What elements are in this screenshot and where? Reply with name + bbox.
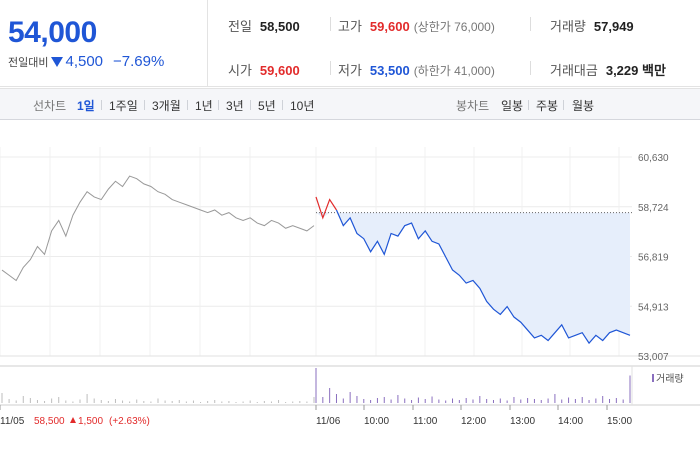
candle-chart-label: 봉차트 (456, 99, 490, 113)
divider (528, 100, 529, 110)
divider (530, 61, 531, 75)
volume-legend-label: 거래량 (656, 373, 684, 385)
period-3y-button[interactable]: 3년 (226, 99, 244, 113)
x-tick-label: 12:00 (461, 416, 486, 427)
divider (330, 17, 331, 31)
change-label: 전일대비 (8, 56, 49, 69)
trade-amount-label: 거래대금 (550, 63, 598, 78)
trade-amount-value: 3,229 백만 (605, 63, 666, 78)
change-value: 4,500 (65, 53, 104, 70)
change-percent: −7.69% (113, 53, 165, 70)
trade-amount-stat: 거래대금 3,229 백만 (550, 60, 666, 79)
x-tick-label: 15:00 (607, 416, 632, 427)
current-price: 54,000 (8, 16, 97, 49)
x-tick-label: 11/06 (316, 416, 341, 427)
price-chart[interactable]: 60,630 58,724 56,819 54,913 53,007 거래량 11/05 11… (0, 120, 700, 450)
x-tick-label: 10:00 (364, 416, 389, 427)
current-price-box: 54,000 전일대비 4,500 −7.69% (0, 0, 208, 87)
divider (218, 100, 219, 110)
y-tick-label: 58,724 (638, 203, 669, 214)
upper-limit: (상한가 76,000) (413, 20, 495, 34)
period-toolbar: 선차트 1일 1주일 3개월 1년 3년 5년 10년 봉차트 일봉 주봉 월봉 (0, 88, 700, 120)
below-prev-close-fill (316, 212, 630, 344)
candle-daily-button[interactable]: 일봉 (501, 99, 524, 113)
divider (330, 61, 331, 75)
low-stat: 저가 53,500 (하한가 41,000) (338, 60, 495, 79)
volume-label: 거래량 (550, 19, 586, 34)
x-tick-label: 14:00 (558, 416, 583, 427)
high-value: 59,600 (369, 19, 410, 34)
x-tick-label: 11/05 (0, 416, 25, 427)
open-value: 59,600 (259, 63, 300, 78)
open-label: 시가 (228, 63, 252, 78)
prev-close-label: 전일 (228, 19, 252, 34)
x-tick-label: 11:00 (413, 416, 438, 427)
high-stat: 고가 59,600 (상한가 76,000) (338, 16, 495, 35)
prev-day-price-label: 58,500 (34, 416, 65, 427)
volume-value: 57,949 (593, 19, 634, 34)
change-row: 전일대비 4,500 −7.69% (8, 53, 164, 70)
y-tick-label: 60,630 (638, 153, 669, 164)
lower-limit: (하한가 41,000) (413, 64, 495, 78)
divider (144, 100, 145, 110)
period-1w-button[interactable]: 1주일 (109, 99, 138, 113)
divider (530, 17, 531, 31)
line-chart-label: 선차트 (33, 99, 67, 113)
divider (187, 100, 188, 110)
volume-stat: 거래량 57,949 (550, 16, 634, 35)
prev-day-change-percent: (+2.63%) (109, 416, 150, 427)
low-value: 53,500 (369, 63, 410, 78)
period-5y-button[interactable]: 5년 (258, 99, 276, 113)
y-tick-label: 54,913 (638, 302, 669, 313)
price-summary: 54,000 전일대비 4,500 −7.69% 전일 58,500 고가 59… (0, 0, 700, 87)
divider (101, 100, 102, 110)
period-1d-button[interactable]: 1일 (77, 99, 95, 113)
candle-monthly-button[interactable]: 월봉 (572, 99, 595, 113)
volume-legend-swatch (652, 374, 654, 382)
prev-close-value: 58,500 (259, 19, 300, 34)
period-3m-button[interactable]: 3개월 (152, 99, 181, 113)
x-tick-label: 13:00 (510, 416, 535, 427)
candle-weekly-button[interactable]: 주봉 (536, 99, 559, 113)
period-1y-button[interactable]: 1년 (195, 99, 213, 113)
divider (282, 100, 283, 110)
open-stat: 시가 59,600 (228, 60, 300, 79)
today-price-line-down (335, 209, 631, 345)
low-label: 저가 (338, 63, 362, 78)
down-arrow-icon (51, 57, 64, 67)
up-arrow-icon (70, 417, 76, 423)
y-tick-label: 53,007 (638, 352, 669, 363)
prev-close-stat: 전일 58,500 (228, 16, 300, 35)
high-label: 고가 (338, 19, 362, 34)
period-10y-button[interactable]: 10년 (290, 99, 315, 113)
today-price-line-up (315, 196, 337, 220)
divider (250, 100, 251, 110)
prev-day-change-label: 1,500 (78, 416, 103, 427)
price-chart-svg: 60,630 58,724 56,819 54,913 53,007 거래량 11/05 11… (0, 147, 700, 427)
prev-day-price-line (1, 175, 315, 282)
y-tick-label: 56,819 (638, 253, 669, 264)
divider (563, 100, 564, 110)
